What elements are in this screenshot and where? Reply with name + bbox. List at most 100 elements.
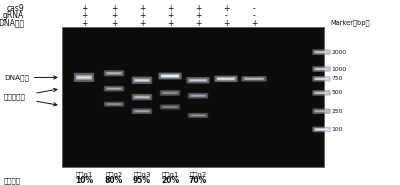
FancyBboxPatch shape [134, 110, 150, 112]
Text: +: + [195, 4, 201, 13]
Text: +: + [167, 19, 173, 28]
FancyBboxPatch shape [218, 78, 234, 79]
FancyBboxPatch shape [162, 106, 178, 108]
FancyBboxPatch shape [314, 78, 329, 80]
Text: 样品g2: 样品g2 [105, 171, 123, 178]
FancyBboxPatch shape [74, 73, 94, 82]
Text: 70%: 70% [189, 176, 207, 185]
FancyBboxPatch shape [192, 95, 204, 96]
Text: 95%: 95% [133, 176, 151, 185]
Text: 酶切效率: 酶切效率 [4, 178, 21, 184]
Text: Marker（bp）: Marker（bp） [330, 20, 370, 26]
Text: +: + [139, 4, 145, 13]
Text: +: + [81, 4, 87, 13]
FancyBboxPatch shape [316, 111, 327, 112]
FancyBboxPatch shape [242, 76, 267, 82]
Text: +: + [111, 11, 117, 20]
Text: +: + [223, 4, 229, 13]
Text: 2000: 2000 [331, 50, 346, 55]
FancyBboxPatch shape [188, 93, 208, 99]
Text: +: + [251, 19, 257, 28]
Text: +: + [111, 4, 117, 13]
FancyBboxPatch shape [164, 92, 176, 93]
FancyBboxPatch shape [312, 76, 331, 82]
Text: 1000: 1000 [331, 66, 346, 72]
FancyBboxPatch shape [134, 79, 150, 82]
Text: +: + [81, 11, 87, 20]
FancyBboxPatch shape [161, 75, 179, 78]
FancyBboxPatch shape [76, 75, 92, 80]
FancyBboxPatch shape [189, 79, 207, 82]
FancyBboxPatch shape [316, 78, 327, 79]
Text: +: + [139, 19, 145, 28]
Text: 100: 100 [331, 127, 342, 132]
FancyBboxPatch shape [190, 80, 206, 81]
Text: 250: 250 [331, 109, 343, 114]
Text: +: + [167, 11, 173, 20]
Text: 标准g1: 标准g1 [161, 171, 179, 178]
FancyBboxPatch shape [104, 70, 124, 76]
Text: -: - [253, 4, 255, 13]
FancyBboxPatch shape [136, 111, 148, 112]
FancyBboxPatch shape [312, 127, 331, 132]
Text: 20%: 20% [161, 176, 179, 185]
Text: 750: 750 [331, 76, 343, 81]
Text: +: + [139, 11, 145, 20]
FancyBboxPatch shape [186, 77, 210, 83]
FancyBboxPatch shape [132, 77, 152, 84]
FancyBboxPatch shape [244, 78, 264, 80]
FancyBboxPatch shape [134, 96, 150, 99]
FancyBboxPatch shape [108, 73, 120, 74]
Text: DNA片段: DNA片段 [4, 74, 57, 81]
Text: 500: 500 [331, 90, 342, 95]
FancyBboxPatch shape [316, 92, 327, 93]
FancyBboxPatch shape [132, 94, 152, 100]
FancyBboxPatch shape [106, 103, 122, 105]
FancyBboxPatch shape [192, 115, 204, 116]
FancyBboxPatch shape [217, 77, 235, 80]
Text: 样品g3: 样品g3 [133, 171, 151, 178]
Text: 标准g2: 标准g2 [189, 171, 207, 178]
FancyBboxPatch shape [106, 72, 122, 75]
Text: -: - [253, 11, 255, 20]
FancyBboxPatch shape [312, 49, 331, 55]
FancyBboxPatch shape [314, 68, 329, 70]
FancyBboxPatch shape [104, 102, 124, 107]
Text: cas9: cas9 [6, 4, 24, 13]
FancyBboxPatch shape [160, 104, 180, 110]
FancyBboxPatch shape [108, 104, 120, 105]
FancyBboxPatch shape [312, 108, 331, 114]
FancyBboxPatch shape [78, 77, 90, 78]
FancyBboxPatch shape [314, 92, 329, 94]
FancyBboxPatch shape [132, 108, 152, 114]
Text: 样品g1: 样品g1 [75, 171, 93, 178]
FancyBboxPatch shape [312, 66, 331, 72]
FancyBboxPatch shape [188, 113, 208, 118]
FancyBboxPatch shape [214, 76, 238, 82]
FancyBboxPatch shape [190, 114, 206, 117]
Text: DNA片段: DNA片段 [0, 19, 24, 28]
Text: 80%: 80% [105, 176, 123, 185]
FancyBboxPatch shape [314, 128, 329, 131]
Text: +: + [223, 19, 229, 28]
FancyBboxPatch shape [104, 86, 124, 92]
Bar [62, 27, 324, 167]
FancyBboxPatch shape [136, 97, 148, 98]
FancyBboxPatch shape [136, 80, 148, 81]
Text: gRNA: gRNA [3, 11, 24, 20]
FancyBboxPatch shape [106, 87, 122, 90]
Text: +: + [195, 19, 201, 28]
FancyBboxPatch shape [314, 51, 329, 53]
Text: +: + [81, 19, 87, 28]
FancyBboxPatch shape [158, 73, 182, 79]
Text: 10%: 10% [75, 176, 93, 185]
FancyBboxPatch shape [162, 75, 177, 77]
Text: +: + [167, 4, 173, 13]
FancyBboxPatch shape [314, 110, 329, 112]
FancyBboxPatch shape [160, 90, 180, 96]
Text: 酶切后条带: 酶切后条带 [4, 94, 26, 100]
FancyBboxPatch shape [108, 88, 120, 89]
Text: +: + [111, 19, 117, 28]
FancyBboxPatch shape [312, 90, 331, 96]
FancyBboxPatch shape [316, 129, 327, 130]
